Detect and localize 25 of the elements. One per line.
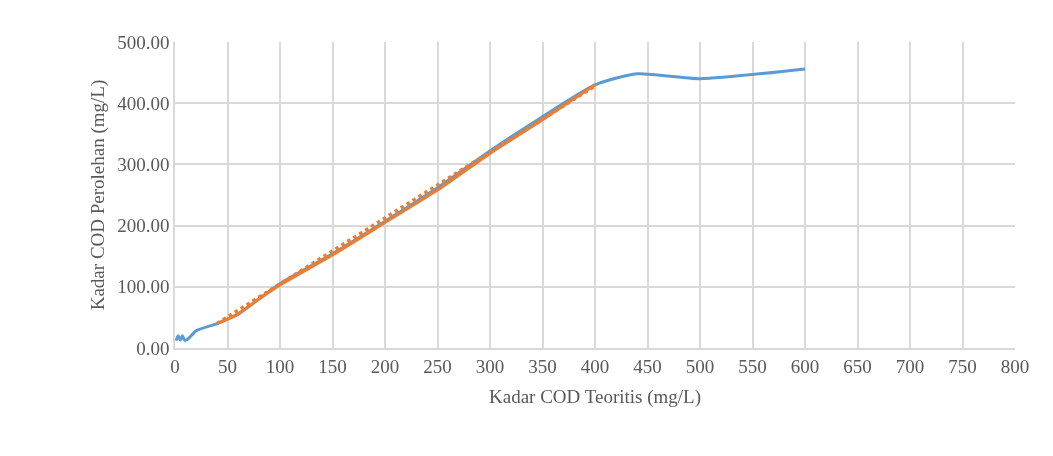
x-tick-label: 600 [790, 355, 820, 377]
x-tick-label: 150 [318, 355, 347, 377]
x-tick-label: 550 [738, 355, 767, 377]
x-tick-label: 200 [370, 355, 400, 377]
x-tick-label: 0 [170, 355, 180, 377]
x-tick-label: 800 [1000, 355, 1030, 377]
y-tick-label: 0.00 [136, 337, 170, 359]
x-tick-label: 250 [423, 355, 452, 377]
x-tick-label: 100 [265, 355, 295, 377]
x-tick-label: 700 [895, 355, 925, 377]
x-tick-label: 350 [528, 355, 557, 377]
x-tick-label: 750 [948, 355, 977, 377]
x-tick-label: 450 [633, 355, 662, 377]
x-tick-label: 400 [580, 355, 610, 377]
y-tick-label: 100.00 [117, 276, 170, 298]
y-axis-title: Kadar COD Perolehan (mg/L) [86, 79, 109, 311]
x-axis-title: Kadar COD Teoritis (mg/L) [488, 385, 702, 408]
x-tick-label: 300 [475, 355, 505, 377]
x-tick-label: 500 [685, 355, 715, 377]
y-tick-label: 400.00 [117, 92, 170, 114]
y-tick-label: 500.00 [117, 31, 170, 53]
y-tick-label: 200.00 [117, 215, 170, 237]
x-tick-label: 650 [843, 355, 872, 377]
y-tick-label: 300.00 [117, 154, 170, 176]
x-tick-label: 50 [218, 355, 237, 377]
